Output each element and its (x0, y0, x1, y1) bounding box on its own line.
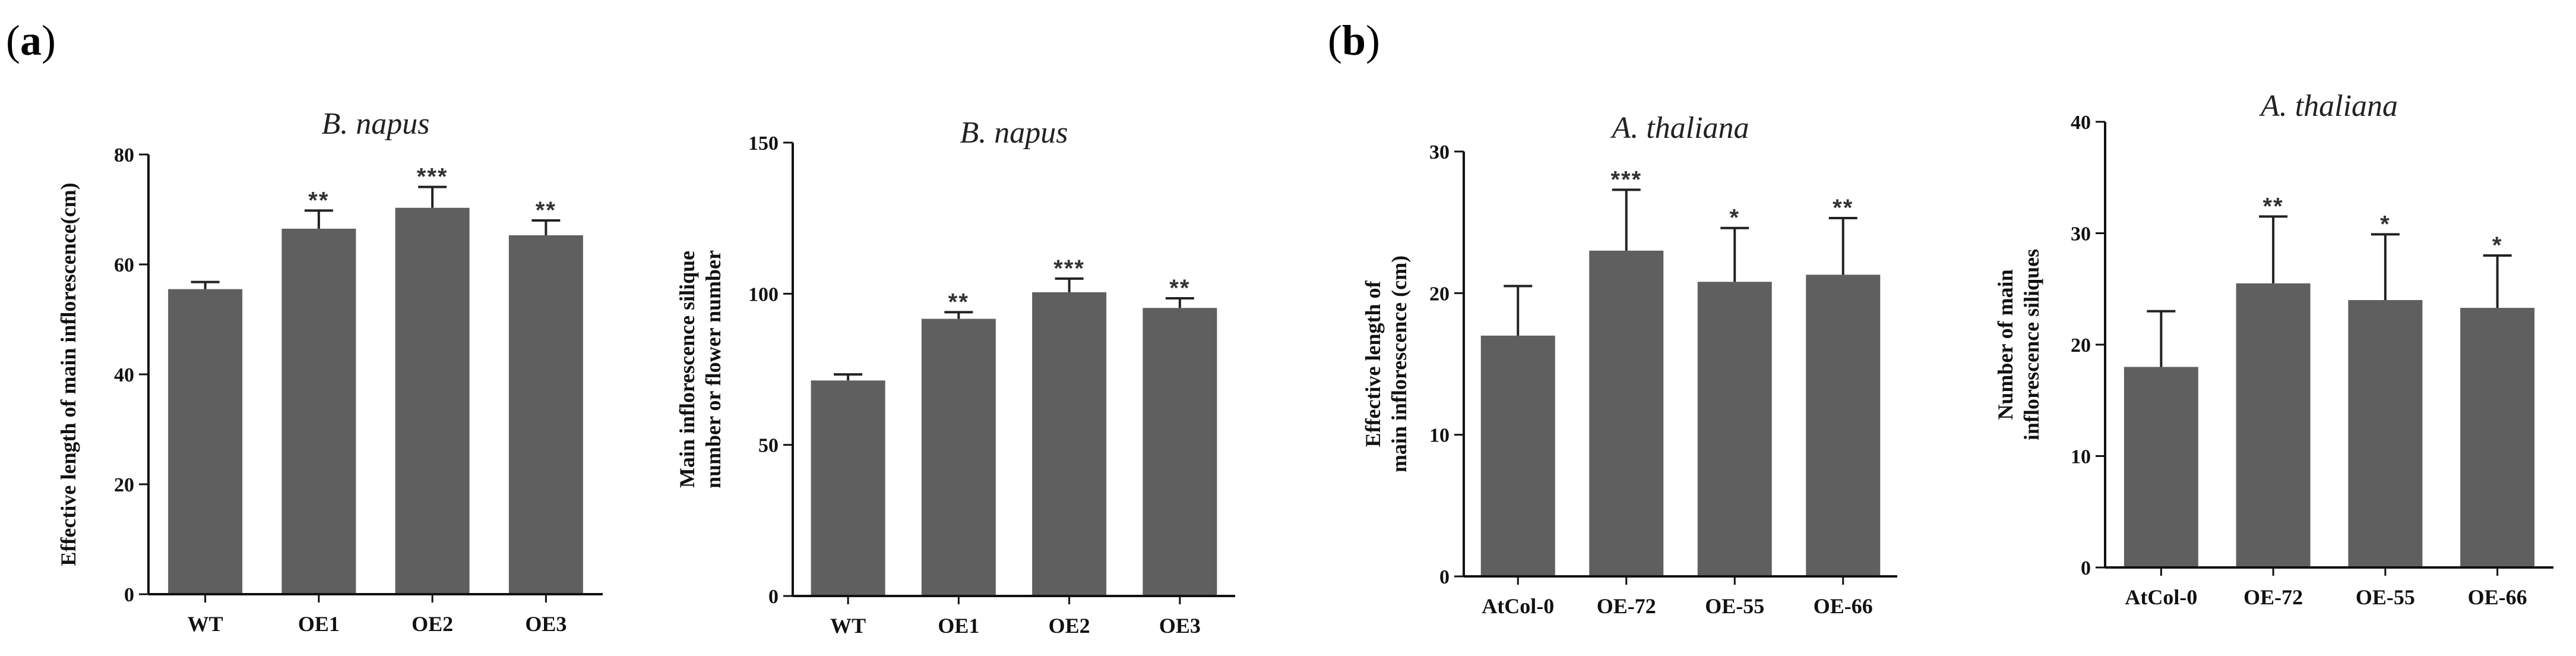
y-tick-label: 60 (114, 254, 134, 276)
y-tick-label: 100 (748, 283, 779, 305)
chart-napus-length: B. napus Effective length of main inflore… (56, 107, 603, 636)
significance-label: *** (417, 164, 448, 190)
y-axis-label-line: inflorescence siliques (2020, 249, 2043, 440)
y-tick-label: 40 (2071, 112, 2091, 134)
significance-label: ** (308, 187, 329, 213)
chart-napus-silique: B. napus Main inflorescence silique number… (675, 116, 1235, 638)
x-tick-label: OE2 (412, 612, 453, 636)
y-tick-label: 50 (758, 435, 779, 457)
y-axis-label-line: Effective length of main inflorescence(c… (56, 182, 80, 566)
bar-wt (168, 289, 243, 594)
y-axis-label: Effective length of main inflorescence (c… (1361, 256, 1411, 472)
x-tick-label: OE2 (1049, 614, 1090, 638)
y-tick-label: 0 (768, 586, 779, 608)
x-tick-label: WT (830, 614, 866, 638)
y-tick-label: 0 (2081, 557, 2091, 579)
bar-oe1 (281, 228, 356, 594)
x-tick-label: OE1 (938, 614, 979, 638)
significance-label: ** (1833, 195, 1853, 221)
significance-label: * (2492, 232, 2503, 258)
x-tick-label: OE-72 (1597, 594, 1656, 618)
x-tick-label: OE-72 (2243, 585, 2303, 609)
y-tick-label: 80 (114, 144, 134, 166)
panel-a-close: ) (42, 17, 56, 64)
bar-oe-55 (1697, 282, 1772, 576)
significance-label: ** (536, 197, 556, 223)
bar-wt (811, 380, 885, 596)
y-axis-label: Number of main inflorescence siliques (1993, 249, 2043, 440)
y-tick-label: 30 (2071, 223, 2091, 245)
bar-oe2 (1032, 292, 1107, 596)
y-tick-label: 40 (114, 364, 134, 386)
chart-thaliana-length: A. thaliana Effective length of main inflo… (1361, 111, 1897, 618)
chart-title: B. napus (960, 116, 1068, 150)
bar-oe-55 (2348, 300, 2423, 567)
chart-title: A. thaliana (1610, 111, 1749, 145)
significance-label: ** (1169, 275, 1190, 301)
y-axis-label: Main inflorescence silique number or flow… (675, 250, 725, 488)
significance-label: * (1729, 205, 1740, 231)
significance-label: ** (948, 289, 969, 315)
significance-label: *** (1053, 256, 1085, 282)
significance-label: * (2380, 211, 2391, 237)
panel-a-letter: a (20, 17, 42, 64)
bar-oe3 (508, 235, 583, 595)
panel-label-b: (b) (1328, 17, 1380, 64)
bar-atcol-0 (2124, 367, 2198, 567)
y-tick-label: 20 (1429, 283, 1450, 305)
x-tick-label: OE3 (525, 612, 567, 636)
y-tick-label: 0 (124, 584, 134, 606)
x-tick-label: OE-55 (2356, 585, 2415, 609)
x-tick-label: OE-55 (1705, 594, 1764, 618)
panel-b-close: ) (1366, 17, 1380, 64)
panel-label-a: (a) (6, 17, 56, 64)
bar-oe-66 (1806, 275, 1881, 576)
bar-oe1 (921, 318, 996, 596)
x-tick-label: WT (188, 612, 223, 636)
bar-oe-66 (2460, 308, 2535, 567)
significance-label: ** (2263, 193, 2284, 219)
x-tick-label: OE1 (298, 612, 340, 636)
bar-oe2 (395, 207, 470, 595)
y-tick-label: 10 (2071, 446, 2091, 468)
y-axis-label-line: Effective length of (1361, 280, 1385, 447)
bar-oe3 (1143, 308, 1217, 596)
x-tick-label: OE-66 (1814, 594, 1873, 618)
chart-title: A. thaliana (2259, 89, 2398, 123)
y-tick-label: 150 (748, 133, 779, 154)
y-axis-label-line: number or flower number (701, 250, 725, 488)
y-axis-label-line: main inflorescence (cm) (1387, 256, 1411, 472)
panel-a-open: ( (6, 17, 20, 64)
y-tick-label: 30 (1429, 141, 1450, 163)
chart-thaliana-siliques: A. thaliana Number of main inflorescence s… (1993, 89, 2553, 609)
x-tick-label: OE-66 (2468, 585, 2527, 609)
panel-b-letter: b (1342, 17, 1366, 64)
bar-oe-72 (1589, 250, 1664, 576)
y-axis-label-line: Number of main (1993, 269, 2017, 420)
x-tick-label: AtCol-0 (2125, 585, 2197, 609)
panel-b-open: ( (1328, 17, 1342, 64)
bar-atcol-0 (1480, 335, 1555, 576)
chart-title: B. napus (322, 107, 430, 141)
y-tick-label: 10 (1429, 425, 1450, 447)
significance-label: *** (1610, 166, 1642, 193)
x-tick-label: AtCol-0 (1482, 594, 1554, 618)
y-axis-label-line: Main inflorescence silique (675, 251, 699, 488)
y-tick-label: 20 (114, 474, 134, 496)
y-tick-label: 20 (2071, 335, 2091, 357)
y-axis-label: Effective length of main inflorescence(c… (56, 182, 80, 566)
y-tick-label: 0 (1439, 566, 1450, 588)
x-tick-label: OE3 (1159, 614, 1201, 638)
bar-oe-72 (2236, 283, 2311, 567)
